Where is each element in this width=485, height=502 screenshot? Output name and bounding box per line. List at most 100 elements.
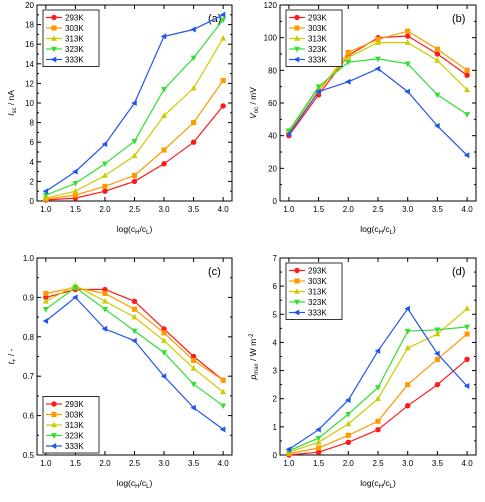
data-point-323K (42, 192, 49, 199)
x-label-h: H (379, 230, 383, 236)
legend-entry-303K: 303K (308, 24, 327, 33)
data-point-323K (42, 306, 49, 313)
x-label-l: L (146, 230, 150, 236)
x-tick-label: 2.0 (99, 459, 111, 468)
y-tick-label: 5 (273, 310, 278, 319)
y-tick-label: 12 (25, 79, 34, 88)
legend-entry-313K: 313K (65, 421, 84, 430)
data-point-323K (464, 112, 471, 118)
y-tick-label: 6 (273, 282, 278, 291)
y-tick-label: 80 (268, 66, 277, 75)
x-label-l: L (146, 484, 150, 490)
legend-entry-303K: 303K (65, 24, 84, 33)
y-label-sub: sc (12, 108, 18, 114)
x-tick-label: 4.0 (218, 205, 230, 214)
y-tick-label: 1 (273, 423, 278, 432)
x-tick-label: 2.0 (343, 205, 355, 214)
y-label-unit: / mV (248, 87, 258, 107)
x-tick-label: 1.5 (70, 205, 82, 214)
y-tick-label: 10 (25, 99, 34, 108)
legend-entry-313K: 313K (308, 35, 327, 44)
data-point-323K (345, 411, 352, 418)
data-point-303K (375, 418, 381, 424)
y-tick-label: 0.7 (23, 372, 35, 381)
x-label-h: H (135, 484, 139, 490)
data-point-333K (434, 122, 440, 129)
panel-c: (c) t+ / - log(cH/cL) 1.0 1.5 2.0 2.5 3.0 3.5… (6, 254, 233, 490)
data-point-323K (220, 403, 227, 410)
x-label-h: H (135, 230, 139, 236)
x-tick-label: 2.5 (129, 459, 141, 468)
y-tick-label: 4 (273, 338, 278, 347)
y-tick-label: 8 (30, 119, 35, 128)
legend-marker (51, 35, 57, 41)
data-point-293K (161, 161, 167, 167)
legend-entry-313K: 313K (308, 288, 327, 297)
data-point-293K (434, 381, 441, 388)
data-point-323K (434, 92, 441, 99)
data-point-313K (42, 298, 49, 304)
y-tick-label: 100 (264, 34, 278, 43)
legend-entry-333K: 333K (65, 56, 84, 65)
data-point-323K (285, 128, 292, 135)
data-point-333K (374, 347, 381, 354)
x-tick-label: 3.5 (432, 459, 444, 468)
data-point-303K (220, 377, 226, 383)
data-point-323K (72, 181, 79, 187)
x-label-mid: /c (139, 224, 146, 234)
data-point-303K (102, 290, 108, 297)
data-point-313K (375, 395, 381, 401)
data-point-323K (72, 285, 79, 291)
data-point-303K (405, 382, 411, 388)
legend-marker (294, 299, 300, 306)
data-point-293K (131, 178, 138, 185)
y-axis-label: pmax / W m-2 (248, 333, 260, 381)
panel-a: (a) Isc / nA log(cH/cL) 1.0 1.5 2.0 2.5 3.0 3… (6, 1, 233, 236)
legend-entry-293K: 293K (65, 400, 84, 409)
legend-entry-293K: 293K (308, 267, 327, 276)
x-label-end: ) (149, 224, 152, 234)
legend-marker (294, 35, 300, 41)
data-point-313K (375, 39, 381, 45)
data-point-333K (434, 350, 440, 357)
data-point-313K (464, 305, 471, 311)
data-point-323K (161, 87, 168, 93)
x-axis-label: log(cH/cL) (360, 224, 396, 236)
data-point-293K (220, 103, 226, 109)
legend-marker (51, 401, 57, 407)
x-tick-label: 3.0 (158, 205, 170, 214)
y-label-sub: oc (254, 107, 260, 113)
y-tick-label: 2 (273, 395, 278, 404)
data-point-333K (285, 131, 292, 138)
data-point-323K (345, 59, 352, 66)
x-tick-label: 4.0 (462, 205, 474, 214)
data-point-313K (131, 152, 138, 159)
data-point-303K (464, 67, 470, 73)
data-point-323K (190, 55, 197, 62)
data-point-313K (190, 365, 197, 371)
data-point-303K (345, 49, 351, 55)
series-line-333K (288, 68, 468, 156)
y-label-sub: max (254, 363, 260, 374)
data-point-313K (161, 337, 168, 343)
data-point-323K (434, 327, 441, 334)
x-label-main: log(c (360, 224, 379, 234)
x-tick-label: 1.0 (40, 459, 52, 468)
y-label-main: V (248, 112, 258, 119)
data-point-313K (220, 35, 227, 41)
data-point-333K (42, 188, 49, 195)
data-point-333K (72, 294, 78, 301)
panel-label: (b) (452, 13, 465, 25)
y-tick-label: 0.6 (23, 412, 35, 421)
data-point-333K (190, 26, 196, 33)
data-point-333K (160, 373, 167, 380)
data-point-323K (101, 306, 108, 313)
y-label-unit: / W m (248, 339, 258, 364)
data-point-293K (102, 286, 108, 293)
x-label-l: L (390, 484, 394, 490)
x-tick-label: 3.5 (188, 459, 200, 468)
data-point-333K (463, 152, 470, 159)
data-point-293K (102, 188, 108, 194)
data-point-333K (101, 325, 108, 332)
